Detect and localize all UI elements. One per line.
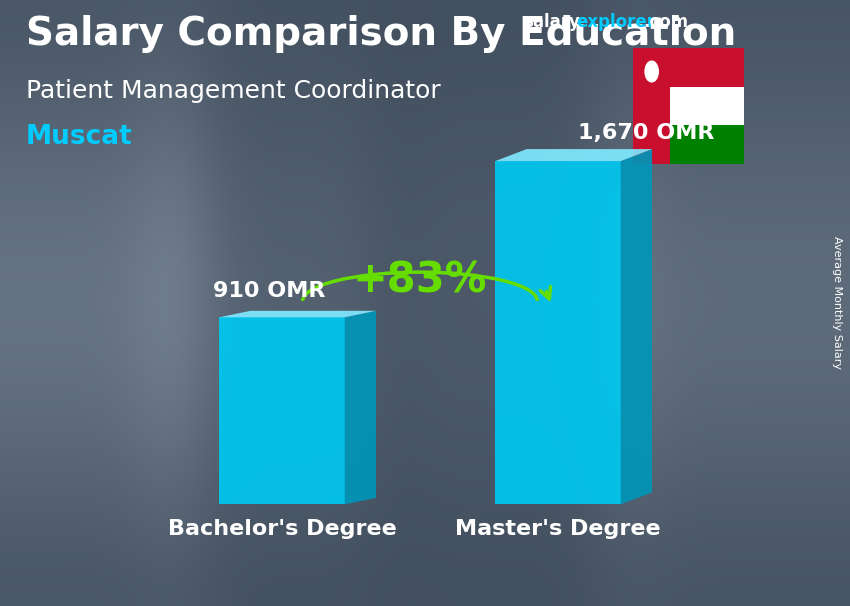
Text: 910 OMR: 910 OMR xyxy=(213,281,326,301)
Polygon shape xyxy=(496,161,620,504)
Polygon shape xyxy=(670,125,744,164)
Circle shape xyxy=(645,61,658,82)
Text: Bachelor's Degree: Bachelor's Degree xyxy=(167,519,396,539)
Text: salary: salary xyxy=(523,13,580,32)
Text: 1,670 OMR: 1,670 OMR xyxy=(578,123,714,143)
Text: .com: .com xyxy=(643,13,689,32)
Text: explorer: explorer xyxy=(576,13,655,32)
Polygon shape xyxy=(633,48,670,164)
Polygon shape xyxy=(219,318,344,504)
Polygon shape xyxy=(670,48,744,87)
Text: Salary Comparison By Education: Salary Comparison By Education xyxy=(26,15,736,53)
Text: Average Monthly Salary: Average Monthly Salary xyxy=(832,236,842,370)
Polygon shape xyxy=(620,149,652,504)
Text: Muscat: Muscat xyxy=(26,124,133,150)
Polygon shape xyxy=(219,311,376,318)
Polygon shape xyxy=(670,87,744,125)
Polygon shape xyxy=(496,149,652,161)
Text: Patient Management Coordinator: Patient Management Coordinator xyxy=(26,79,440,103)
Polygon shape xyxy=(344,311,376,504)
Text: +83%: +83% xyxy=(353,260,487,302)
Text: Master's Degree: Master's Degree xyxy=(455,519,660,539)
